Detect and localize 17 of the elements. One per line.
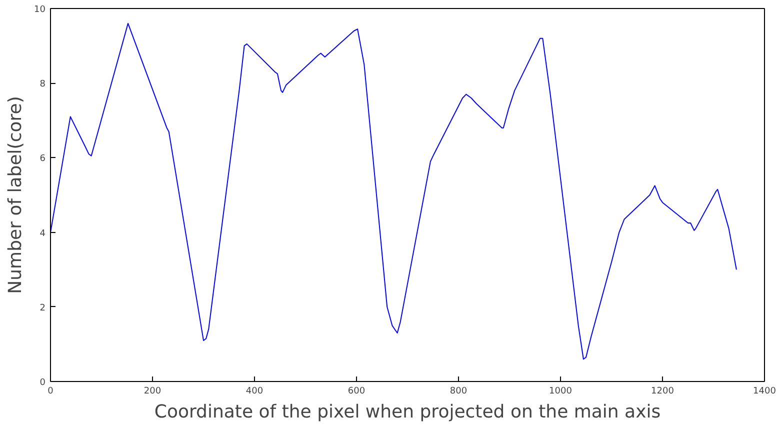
- x-tick-label: 1200: [651, 386, 674, 396]
- x-tick-label: 800: [450, 386, 468, 396]
- y-tick-label: 4: [40, 228, 46, 239]
- x-axis-title: Coordinate of the pixel when projected on the main axis: [154, 402, 661, 422]
- y-axis-title: Number of label(core): [5, 96, 26, 294]
- x-tick-label: 1000: [549, 386, 572, 396]
- x-tick-label: 0: [48, 386, 54, 396]
- line-series: [50, 22, 737, 360]
- x-tick-label: 600: [348, 386, 366, 396]
- y-tick-label: 0: [40, 378, 46, 388]
- y-tick-label: 8: [40, 80, 46, 90]
- x-tick-label: 1400: [753, 386, 776, 396]
- y-tick-label: 2: [40, 303, 46, 314]
- x-tick-label: 200: [144, 386, 162, 396]
- x-tick-label: 400: [246, 386, 264, 396]
- y-tick-label: 6: [40, 154, 46, 164]
- y-tick-label: 10: [34, 5, 46, 15]
